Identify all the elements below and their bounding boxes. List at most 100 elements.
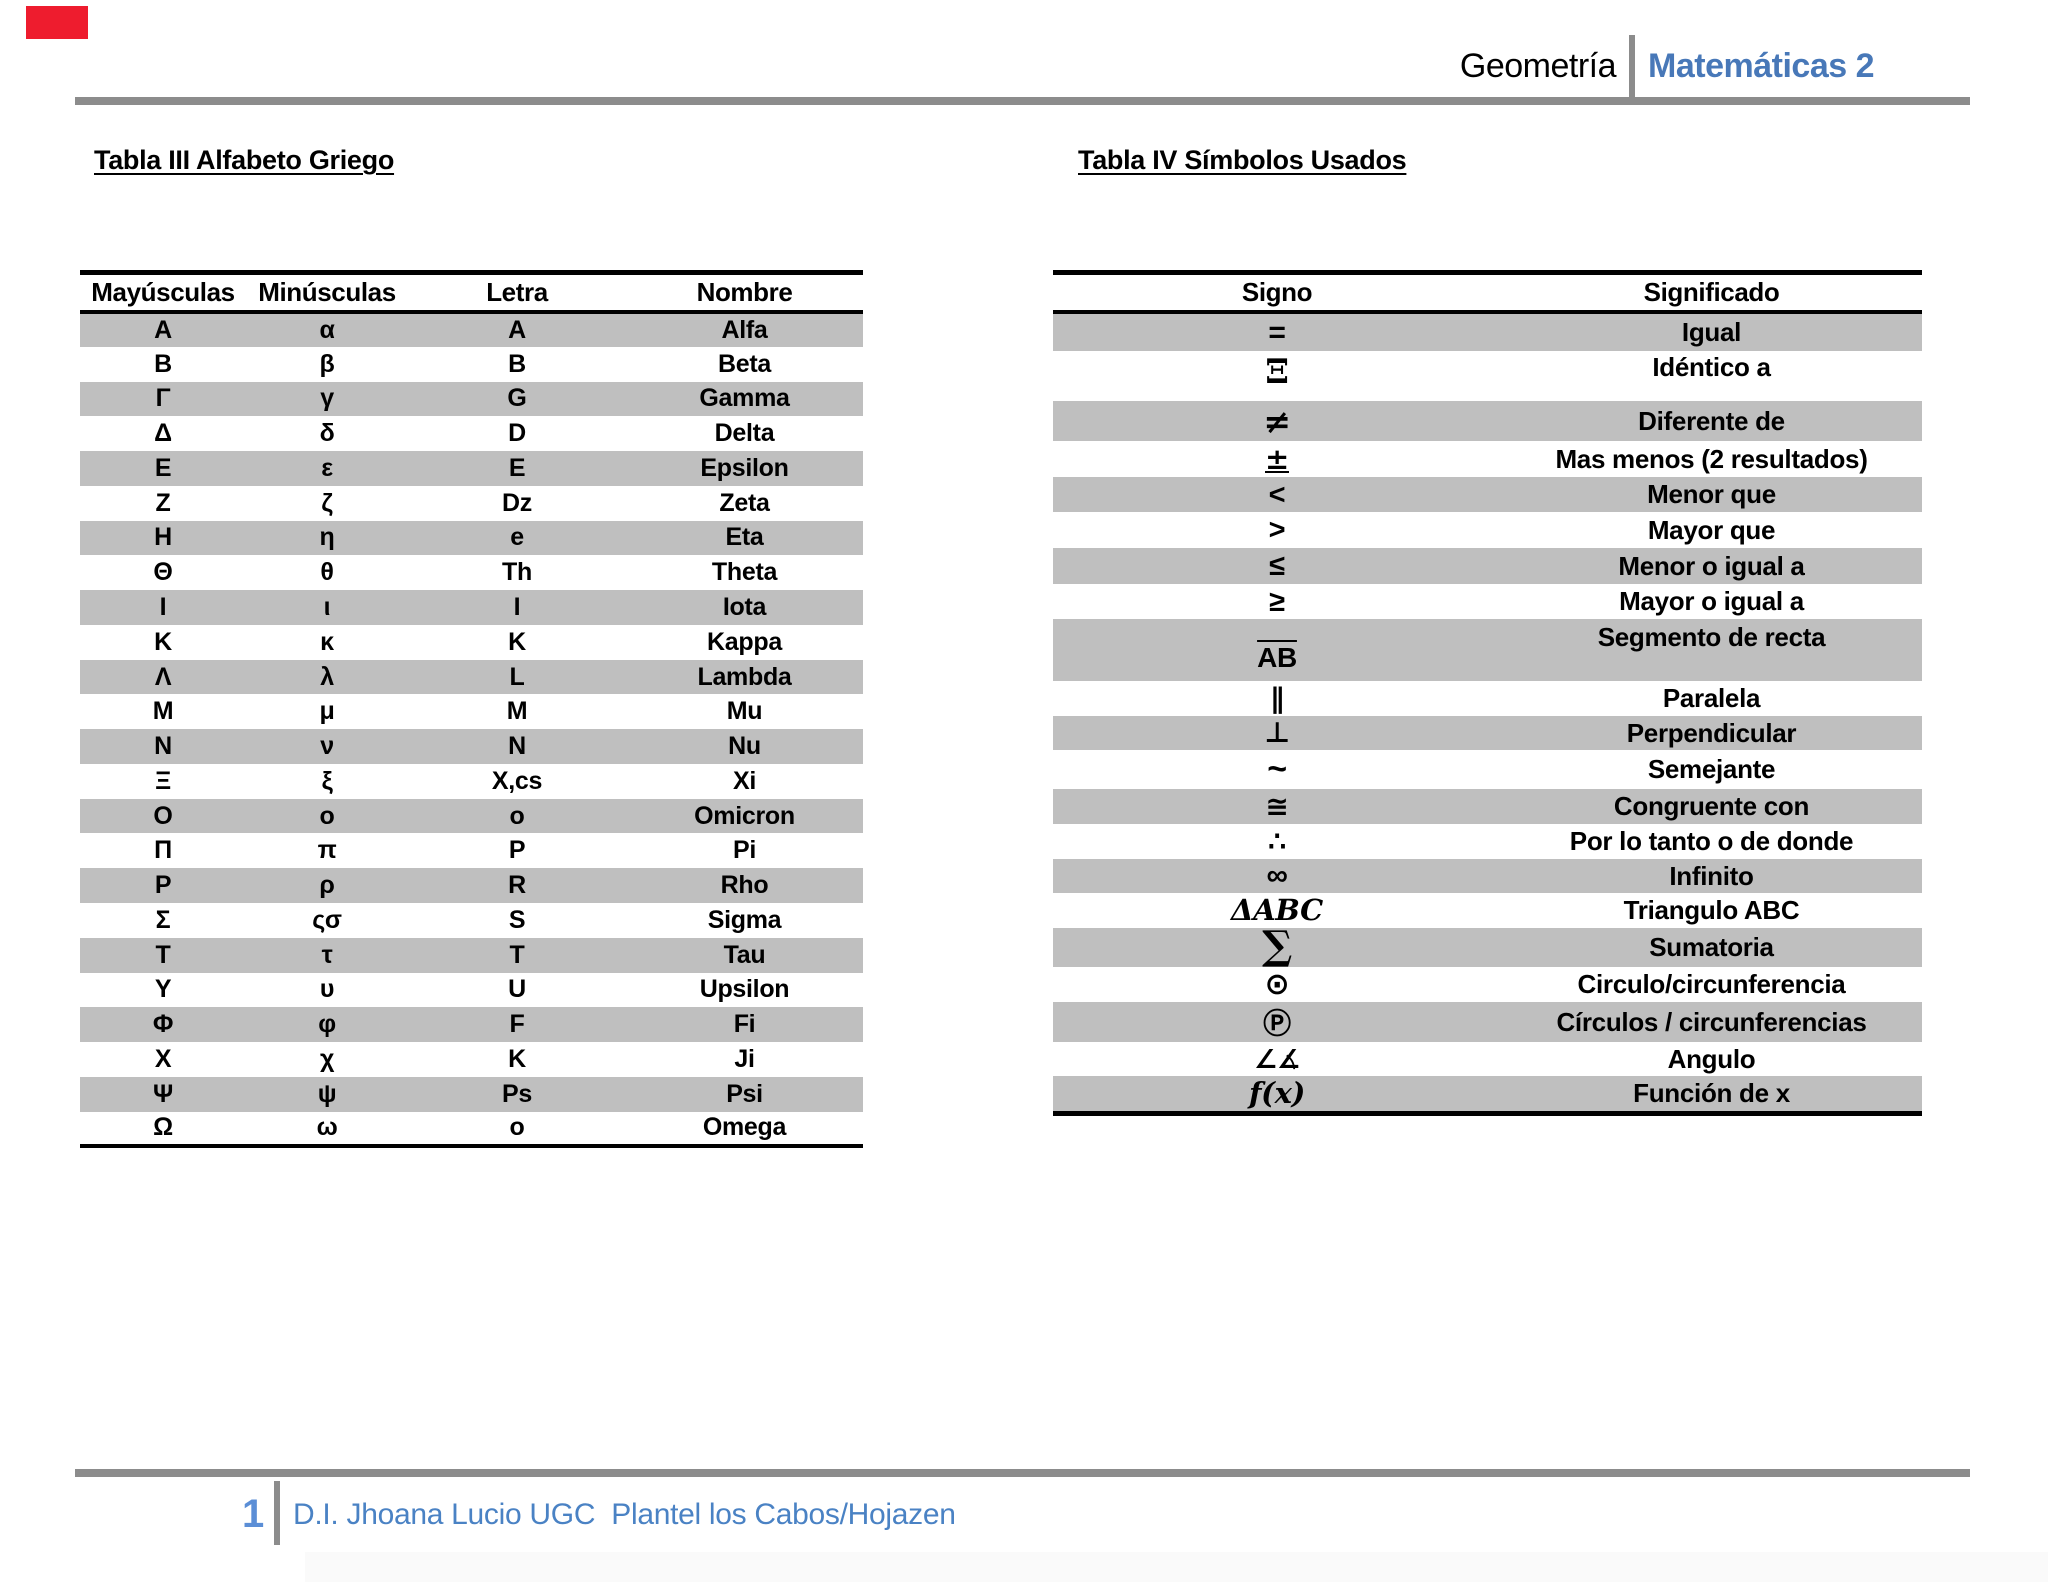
- symbol-meaning: Infinito: [1669, 860, 1754, 891]
- symbol-meaning: Idéntico a: [1652, 352, 1771, 382]
- symbol-row: < Menor que: [1053, 477, 1922, 512]
- greek-cell-letter: S: [508, 905, 526, 934]
- greek-cell-lowercase: ν: [320, 732, 334, 761]
- symbol-meaning: Sumatoria: [1649, 932, 1774, 962]
- symbol-sign: ±: [1053, 441, 1501, 477]
- greek-cell-uppercase: A: [154, 315, 172, 344]
- symbols-col-sign: Signo: [1053, 272, 1501, 314]
- greek-cell-lowercase: ι: [323, 593, 331, 621]
- greek-cell-name: Mu: [726, 697, 763, 726]
- symbol-meaning: Paralela: [1662, 683, 1761, 713]
- symbol-glyph: Ξ: [1265, 352, 1289, 392]
- symbol-meaning: Circulo/circunferencia: [1577, 969, 1846, 999]
- symbol-glyph: Ⓟ: [1263, 1008, 1291, 1039]
- greek-cell-uppercase: Γ: [155, 384, 171, 413]
- greek-cell-letter: A: [508, 315, 526, 344]
- symbol-meaning: Segmento de recta: [1597, 622, 1826, 652]
- header-course-label: Geometría: [1459, 46, 1617, 85]
- greek-cell-name: Delta: [714, 419, 775, 448]
- greek-cell-lowercase: ω: [316, 1113, 338, 1142]
- symbol-meaning: Igual: [1681, 317, 1742, 347]
- greek-cell-name: Upsilon: [699, 975, 790, 1004]
- symbol-sign: ∠∡: [1053, 1042, 1501, 1076]
- symbol-row: > Mayor que: [1053, 512, 1922, 548]
- symbol-sign: AB: [1053, 619, 1501, 681]
- symbol-meaning: Perpendicular: [1626, 717, 1797, 748]
- symbol-row: ± Mas menos (2 resultados): [1053, 441, 1922, 477]
- greek-cell-uppercase: N: [154, 732, 172, 761]
- symbol-glyph: ≥: [1269, 585, 1285, 618]
- greek-cell-letter: N: [508, 732, 526, 761]
- greek-cell-lowercase: τ: [321, 940, 333, 969]
- symbol-sign: ΔABC: [1053, 893, 1501, 928]
- symbol-row: ΔABC Triangulo ABC: [1053, 893, 1922, 928]
- symbol-glyph: ≤: [1269, 550, 1285, 582]
- symbol-meaning: Círculos / circunferencias: [1556, 1006, 1867, 1037]
- symbol-meaning: Mayor que: [1647, 514, 1776, 545]
- symbol-row: ~ Semejante: [1053, 750, 1922, 789]
- symbol-row: ∠∡ Angulo: [1053, 1042, 1922, 1076]
- greek-cell-uppercase: K: [154, 627, 172, 656]
- greek-cell-name: Theta: [711, 558, 778, 587]
- symbol-row: ⊥ Perpendicular: [1053, 716, 1922, 750]
- symbol-sign: <: [1053, 477, 1501, 512]
- symbol-meaning: Congruente con: [1613, 791, 1810, 821]
- symbol-sign: f(x): [1053, 1076, 1501, 1114]
- symbol-row: Ξ Idéntico a: [1053, 351, 1922, 401]
- symbol-row: ∥ Paralela: [1053, 681, 1922, 716]
- greek-cell-name: Fi: [733, 1010, 756, 1039]
- greek-cell-letter: X,cs: [491, 766, 543, 795]
- header-subject-label: Matemáticas 2: [1648, 46, 1874, 85]
- greek-cell-letter: P: [508, 836, 526, 865]
- symbol-row: ∴ Por lo tanto o de donde: [1053, 824, 1922, 859]
- footer-rule: [75, 1469, 1970, 1477]
- symbol-meaning: Menor que: [1647, 479, 1776, 509]
- symbol-glyph: ≠: [1263, 401, 1291, 441]
- symbol-row: ∑ Sumatoria: [1053, 926, 1922, 967]
- greek-cell-lowercase: ε: [321, 453, 333, 482]
- symbol-sign: ≅: [1053, 789, 1501, 824]
- symbol-meaning: Por lo tanto o de donde: [1569, 826, 1854, 856]
- greek-cell-uppercase: H: [154, 523, 172, 552]
- symbol-row: ≤ Menor o igual a: [1053, 548, 1922, 584]
- greek-col-letter: Letra: [408, 272, 626, 314]
- greek-col-name: Nombre: [626, 272, 863, 314]
- header-separator-bar: [1629, 35, 1636, 97]
- greek-cell-lowercase: ζ: [321, 488, 333, 517]
- greek-cell-letter: o: [509, 1113, 525, 1142]
- symbol-sign: ∑: [1053, 926, 1501, 967]
- symbol-sign: ⊙: [1053, 967, 1501, 1002]
- greek-cell-name: Zeta: [719, 488, 770, 517]
- greek-cell-uppercase: Σ: [155, 905, 171, 934]
- greek-cell-lowercase: γ: [320, 384, 334, 413]
- symbols-table: Signo Significado = Igual Ξ Idéntico a ≠ Dife…: [1053, 270, 1922, 1116]
- greek-cell-uppercase: Λ: [154, 662, 172, 691]
- greek-cell-name: Omega: [702, 1113, 787, 1142]
- symbol-glyph: f(x): [1248, 1076, 1305, 1110]
- greek-cell-letter: I: [513, 593, 521, 621]
- symbol-sign: >: [1053, 512, 1501, 548]
- symbol-sign: ≤: [1053, 548, 1501, 584]
- greek-cell-uppercase: Ω: [153, 1113, 173, 1142]
- greek-header-row: Mayúsculas Minúsculas Letra Nombre: [80, 272, 863, 314]
- symbol-glyph: ≅: [1265, 790, 1289, 822]
- greek-cell-lowercase: ξ: [321, 766, 333, 795]
- symbol-glyph: >: [1268, 514, 1286, 546]
- symbol-glyph: ΔABC: [1231, 893, 1323, 927]
- page-header: Geometría Matemáticas 2: [1460, 34, 1874, 98]
- greek-cell-letter: Dz: [502, 488, 532, 517]
- greek-cell-letter: L: [509, 662, 525, 691]
- symbols-header-row: Signo Significado: [1053, 272, 1922, 314]
